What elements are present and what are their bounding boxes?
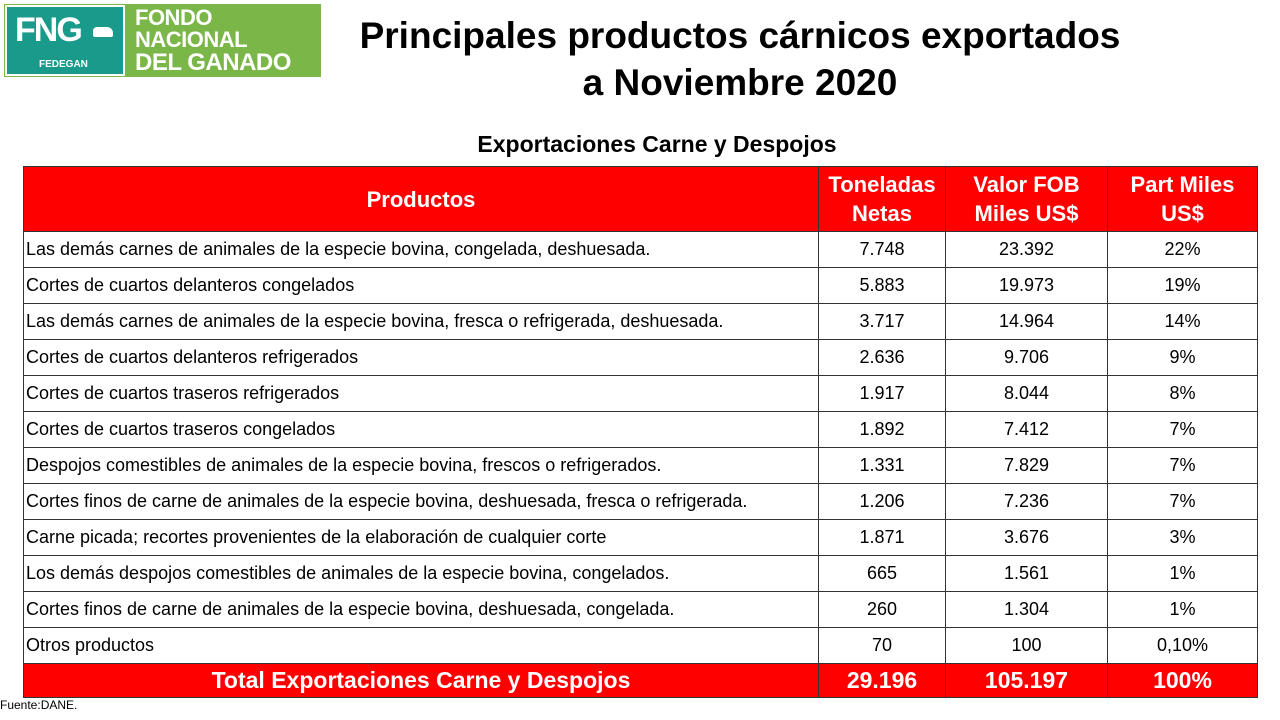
page-title-line2: a Noviembre 2020 xyxy=(582,62,898,103)
table-total-row: Total Exportaciones Carne y Despojos 29.… xyxy=(23,663,1258,698)
tons-cell: 5.883 xyxy=(818,267,946,304)
header-tons: Toneladas Netas xyxy=(818,166,946,232)
part-cell: 1% xyxy=(1107,591,1258,628)
total-part: 100% xyxy=(1107,663,1258,698)
fob-cell: 100 xyxy=(945,627,1108,664)
table-caption: Exportaciones Carne y Despojos xyxy=(477,131,837,157)
logo-line1: FONDO NACIONAL xyxy=(135,4,248,52)
part-cell: 7% xyxy=(1107,411,1258,448)
fob-cell: 1.304 xyxy=(945,591,1108,628)
page-title-line1: Principales productos cárnicos exportado… xyxy=(359,15,1121,56)
table-row: Otros productos 70 100 0,10% xyxy=(23,627,1258,664)
product-cell: Las demás carnes de animales de la espec… xyxy=(23,231,819,268)
table-row: Cortes finos de carne de animales de la … xyxy=(23,483,1258,520)
total-label: Total Exportaciones Carne y Despojos xyxy=(23,663,819,698)
table-row: Cortes de cuartos delanteros refrigerado… xyxy=(23,339,1258,376)
fob-cell: 7.236 xyxy=(945,483,1108,520)
fob-cell: 14.964 xyxy=(945,303,1108,340)
header-tons-line2: Netas xyxy=(852,201,912,226)
exports-table: Productos Toneladas Netas Valor FOB Mile… xyxy=(23,166,1258,698)
header-products: Productos xyxy=(23,166,819,232)
tons-cell: 1.917 xyxy=(818,375,946,412)
part-cell: 19% xyxy=(1107,267,1258,304)
table-row: Cortes finos de carne de animales de la … xyxy=(23,591,1258,628)
product-cell: Las demás carnes de animales de la espec… xyxy=(23,303,819,340)
part-cell: 3% xyxy=(1107,519,1258,556)
logo-line2: DEL GANADO xyxy=(135,48,291,76)
fob-cell: 19.973 xyxy=(945,267,1108,304)
part-cell: 22% xyxy=(1107,231,1258,268)
tons-cell: 3.717 xyxy=(818,303,946,340)
table-row: Los demás despojos comestibles de animal… xyxy=(23,555,1258,592)
product-cell: Cortes finos de carne de animales de la … xyxy=(23,591,819,628)
fob-cell: 8.044 xyxy=(945,375,1108,412)
tons-cell: 1.871 xyxy=(818,519,946,556)
part-cell: 7% xyxy=(1107,483,1258,520)
table-row: Cortes de cuartos delanteros congelados 5… xyxy=(23,267,1258,304)
tons-cell: 7.748 xyxy=(818,231,946,268)
tons-cell: 1.331 xyxy=(818,447,946,484)
fng-logo: FNG FEDEGAN FONDO NACIONAL DEL GANADO xyxy=(4,4,321,77)
table-row: Las demás carnes de animales de la espec… xyxy=(23,303,1258,340)
table-row: Las demás carnes de animales de la espec… xyxy=(23,231,1258,268)
logo-fng-text: FNG xyxy=(15,11,83,49)
cow-icon xyxy=(93,27,113,37)
product-cell: Cortes de cuartos delanteros congelados xyxy=(23,267,819,304)
logo-wordmark: FONDO NACIONAL DEL GANADO xyxy=(125,5,320,76)
table-body: Las demás carnes de animales de la espec… xyxy=(23,231,1258,664)
part-cell: 7% xyxy=(1107,447,1258,484)
logo-mark: FNG FEDEGAN xyxy=(5,5,125,76)
logo-fedegan-text: FEDEGAN xyxy=(39,59,88,70)
tons-cell: 1.892 xyxy=(818,411,946,448)
part-cell: 14% xyxy=(1107,303,1258,340)
tons-cell: 70 xyxy=(818,627,946,664)
product-cell: Despojos comestibles de animales de la e… xyxy=(23,447,819,484)
total-fob: 105.197 xyxy=(945,663,1108,698)
header-fob-line2: Miles US$ xyxy=(974,201,1079,226)
fob-cell: 3.676 xyxy=(945,519,1108,556)
fob-cell: 23.392 xyxy=(945,231,1108,268)
product-cell: Cortes finos de carne de animales de la … xyxy=(23,483,819,520)
tons-cell: 665 xyxy=(818,555,946,592)
fob-cell: 1.561 xyxy=(945,555,1108,592)
tons-cell: 2.636 xyxy=(818,339,946,376)
tons-cell: 260 xyxy=(818,591,946,628)
fob-cell: 7.412 xyxy=(945,411,1108,448)
table-row: Cortes de cuartos traseros refrigerados 1… xyxy=(23,375,1258,412)
tons-cell: 1.206 xyxy=(818,483,946,520)
table-row: Despojos comestibles de animales de la e… xyxy=(23,447,1258,484)
total-tons: 29.196 xyxy=(818,663,946,698)
product-cell: Los demás despojos comestibles de animal… xyxy=(23,555,819,592)
product-cell: Cortes de cuartos traseros refrigerados xyxy=(23,375,819,412)
fob-cell: 7.829 xyxy=(945,447,1108,484)
table-header-row: Productos Toneladas Netas Valor FOB Mile… xyxy=(23,166,1258,232)
table-row: Cortes de cuartos traseros congelados 1.8… xyxy=(23,411,1258,448)
part-cell: 9% xyxy=(1107,339,1258,376)
part-cell: 1% xyxy=(1107,555,1258,592)
part-cell: 8% xyxy=(1107,375,1258,412)
header-fob: Valor FOB Miles US$ xyxy=(945,166,1108,232)
page-title: Principales productos cárnicos exportado… xyxy=(330,12,1150,106)
fob-cell: 9.706 xyxy=(945,339,1108,376)
table-row: Carne picada; recortes provenientes de l… xyxy=(23,519,1258,556)
header-part-line2: US$ xyxy=(1161,201,1204,226)
header-fob-line1: Valor FOB xyxy=(973,172,1080,197)
product-cell: Otros productos xyxy=(23,627,819,664)
source-note: Fuente:DANE. xyxy=(0,698,78,712)
part-cell: 0,10% xyxy=(1107,627,1258,664)
header-tons-line1: Toneladas xyxy=(828,172,936,197)
product-cell: Cortes de cuartos delanteros refrigerado… xyxy=(23,339,819,376)
header-part: Part Miles US$ xyxy=(1107,166,1258,232)
product-cell: Cortes de cuartos traseros congelados xyxy=(23,411,819,448)
header-part-line1: Part Miles xyxy=(1130,172,1235,197)
product-cell: Carne picada; recortes provenientes de l… xyxy=(23,519,819,556)
